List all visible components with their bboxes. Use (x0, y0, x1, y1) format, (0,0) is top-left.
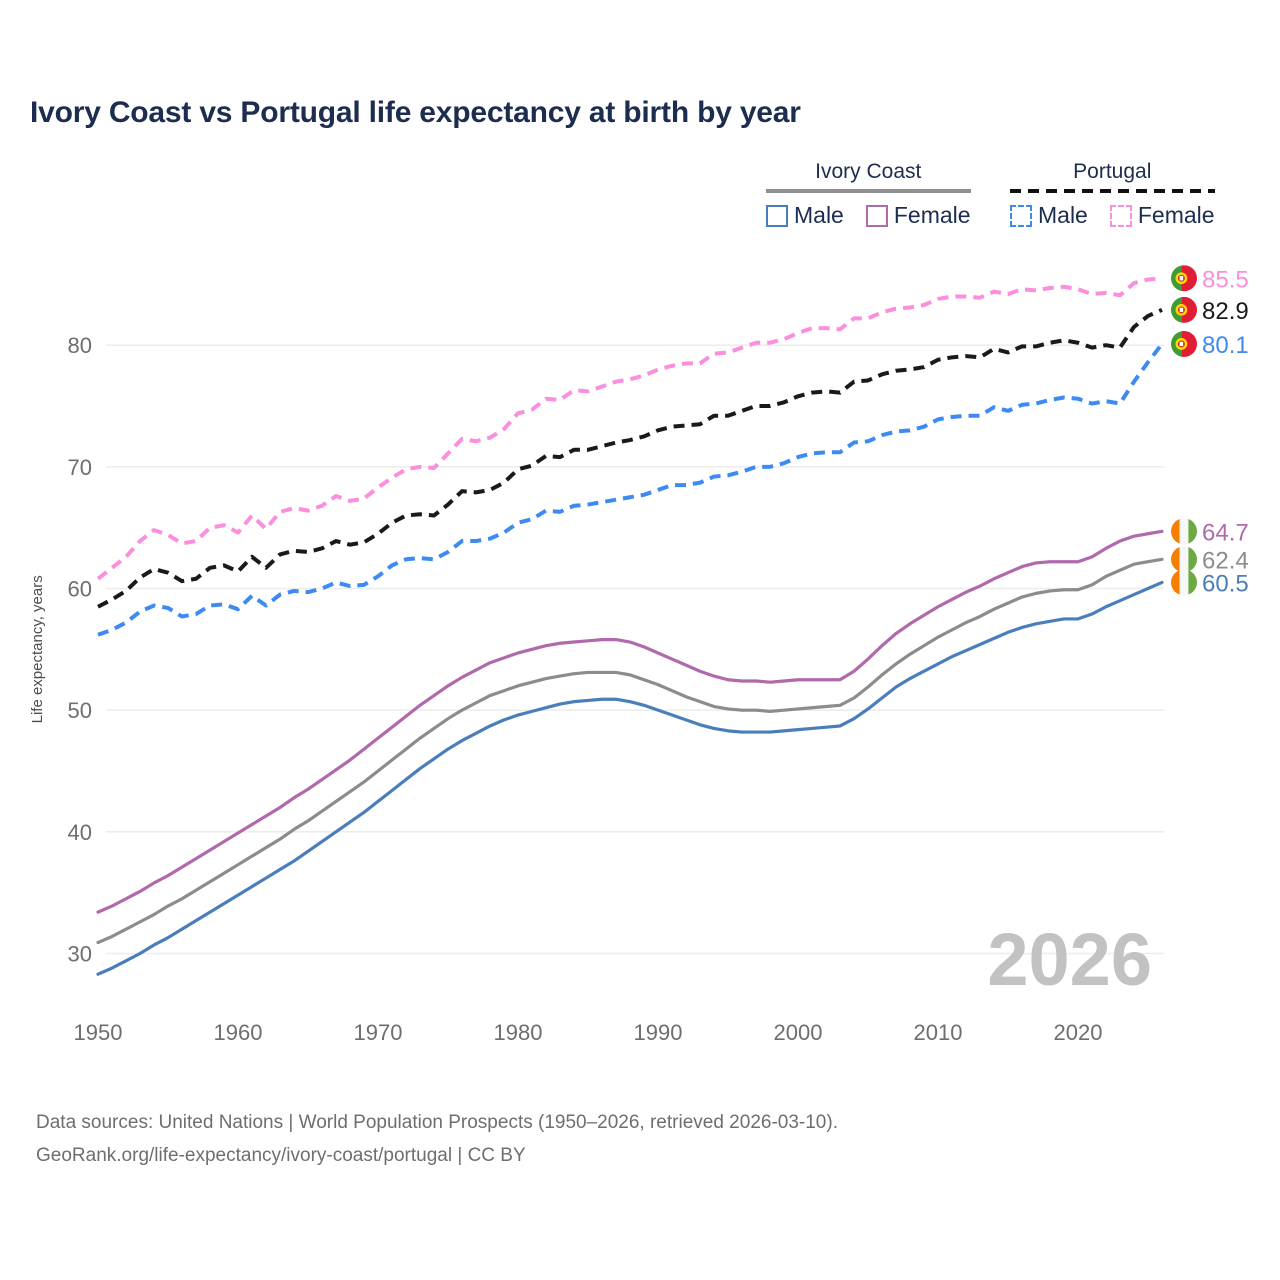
footer-line-2[interactable]: GeoRank.org/life-expectancy/ivory-coast/… (36, 1145, 526, 1167)
x-axis-tick-labels: 1950 1960 1970 1980 1990 2000 2010 2020 (74, 1020, 1103, 1045)
x-tick-label: 2000 (774, 1020, 823, 1045)
series-end-value: 62.4 (1202, 547, 1249, 574)
legend-swatch-icon (1109, 204, 1132, 227)
y-tick-label: 70 (68, 455, 92, 480)
y-axis-tick-labels: 30 40 50 60 70 80 (68, 333, 92, 966)
series-line (96, 557, 1164, 945)
series-end-value: 80.1 (1202, 332, 1249, 359)
legend-group-ivory-coast: Ivory Coast Male Female (766, 160, 971, 229)
y-tick-label: 30 (68, 942, 92, 967)
legend-label: Female (893, 202, 971, 228)
series-end-labels: 85.5 82.9 80.1 64.762.460.5 (1171, 265, 1249, 597)
legend-item-ivory-coast-female[interactable]: Female (865, 202, 971, 229)
x-tick-label: 1980 (494, 1020, 543, 1045)
legend-group-portugal: Portugal Male Female (1010, 160, 1215, 229)
chart-gridlines (106, 344, 1164, 955)
chart-svg: 30 40 50 60 70 80 2026 1950 1960 1970 1980 1990 20… (29, 265, 1249, 1045)
x-tick-label: 1970 (354, 1020, 403, 1045)
legend-swatch-icon (865, 204, 888, 227)
legend-country-ivory-coast: Ivory Coast (815, 160, 922, 183)
legend-rule-dashed (1010, 189, 1215, 193)
footer-line-1: Data sources: United Nations | World Pop… (36, 1112, 838, 1133)
legend-label: Female (1137, 202, 1215, 228)
legend-item-portugal-female[interactable]: Female (1109, 202, 1215, 229)
y-tick-label: 60 (68, 577, 92, 602)
series-end-value: 64.7 (1202, 519, 1249, 546)
x-tick-label: 1950 (74, 1020, 123, 1045)
y-axis-title: Life expectancy, years (29, 575, 46, 723)
y-tick-label: 80 (68, 333, 92, 358)
y-tick-label: 50 (68, 698, 92, 723)
legend-label: Male (794, 202, 844, 228)
series-line (96, 529, 1164, 914)
y-tick-label: 40 (68, 820, 92, 845)
legend-swatch-icon (766, 204, 788, 227)
flag-icon-portugal (1171, 296, 1197, 323)
flag-icon-portugal (1171, 330, 1197, 357)
line-chart: 30 40 50 60 70 80 2026 1950 1960 1970 1980 1990 20… (0, 250, 1280, 1060)
x-tick-label: 1960 (214, 1020, 263, 1045)
year-watermark: 2026 (987, 918, 1152, 1001)
series-line (96, 276, 1163, 581)
series-end-value: 60.5 (1202, 570, 1249, 597)
x-tick-label: 1990 (634, 1020, 683, 1045)
x-tick-label: 2020 (1054, 1020, 1103, 1045)
x-tick-label: 2010 (914, 1020, 963, 1045)
flag-icon-portugal (1171, 265, 1197, 292)
legend-rule-solid (766, 189, 971, 193)
legend-country-portugal: Portugal (1073, 160, 1152, 183)
legend-item-portugal-male[interactable]: Male (1010, 202, 1088, 229)
chart-legend: Ivory Coast Male Female Portugal Male (758, 160, 1258, 240)
series-line (97, 342, 1164, 637)
flag-icon-ivory-coast (1171, 518, 1197, 545)
legend-swatch-icon (1010, 204, 1032, 227)
chart-series-lines (96, 276, 1164, 976)
legend-item-ivory-coast-male[interactable]: Male (766, 202, 844, 229)
flag-icon-ivory-coast (1171, 569, 1197, 596)
series-end-value: 85.5 (1202, 266, 1249, 293)
legend-label: Male (1038, 202, 1088, 228)
flag-icon-ivory-coast (1171, 546, 1197, 573)
series-line (96, 580, 1164, 976)
watermark-text: 2026 (987, 918, 1152, 1001)
footer-sources: Data sources: United Nations | World Pop… (36, 1106, 1236, 1173)
series-end-value: 82.9 (1202, 298, 1249, 325)
page-title: Ivory Coast vs Portugal life expectancy … (30, 96, 801, 129)
series-line (97, 308, 1163, 609)
